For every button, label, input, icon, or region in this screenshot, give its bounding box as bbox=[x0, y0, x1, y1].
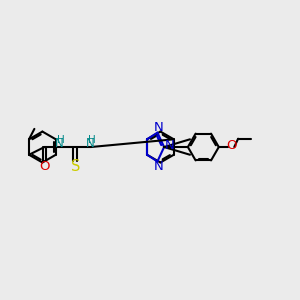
Text: O: O bbox=[39, 160, 50, 173]
Text: N: N bbox=[55, 137, 63, 150]
Text: N: N bbox=[165, 139, 174, 152]
Text: O: O bbox=[226, 139, 236, 152]
Text: N: N bbox=[85, 137, 94, 150]
Text: S: S bbox=[71, 159, 80, 174]
Text: N: N bbox=[154, 160, 164, 173]
Text: N: N bbox=[154, 121, 164, 134]
Text: H: H bbox=[57, 135, 64, 145]
Text: H: H bbox=[88, 135, 95, 145]
